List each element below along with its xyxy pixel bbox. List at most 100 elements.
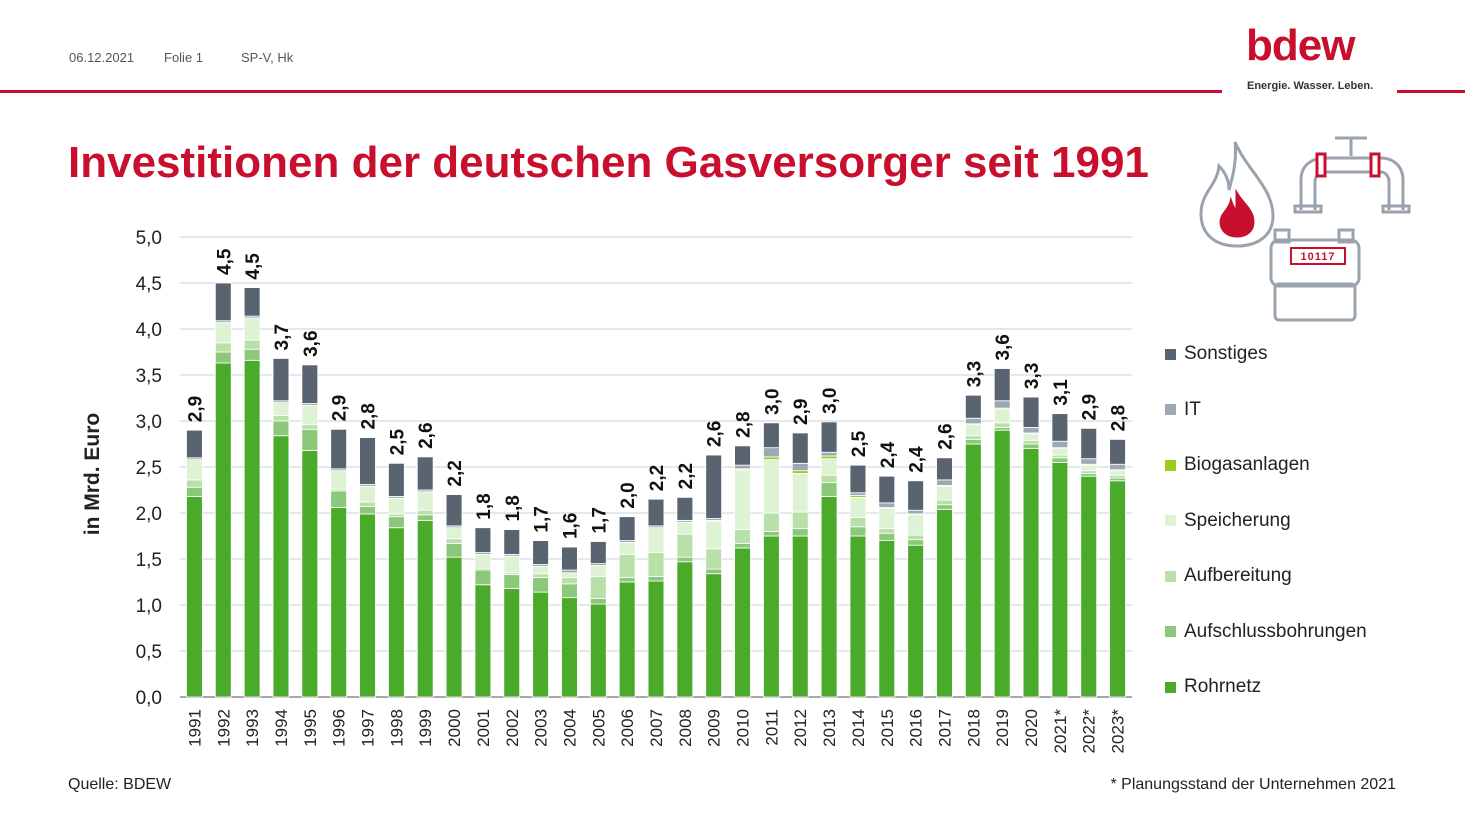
legend-label: Aufbereitung (1184, 565, 1292, 586)
bar-segment (936, 485, 953, 501)
x-tick-label: 2023* (1109, 709, 1128, 754)
total-label: 1,7 (532, 506, 553, 532)
bdew-logo[interactable]: bdew (1246, 21, 1355, 70)
bar-segment (474, 527, 492, 553)
x-tick-label: 2006 (618, 709, 637, 747)
legend-item: Aufbereitung (1165, 562, 1292, 590)
legend-label: Speicherung (1184, 509, 1291, 531)
bar-segment (676, 533, 694, 558)
bar-segment (791, 511, 809, 530)
y-tick-label: 4,5 (136, 274, 162, 295)
flame-icon (1199, 141, 1275, 248)
bar-segment (1109, 480, 1126, 698)
bar-segment (676, 521, 694, 535)
bar-segment (907, 539, 924, 546)
x-tick-label: 2010 (734, 709, 753, 747)
total-label: 1,7 (589, 507, 610, 533)
header-author: SP-V, Hk (241, 50, 294, 65)
bar-segment (763, 512, 780, 532)
bar-segment (445, 494, 463, 527)
meter-reading: 10117 (1301, 251, 1336, 263)
x-tick-label: 1995 (301, 709, 320, 747)
bar-segment (589, 541, 607, 565)
bar-segment (965, 438, 982, 445)
y-tick-label: 2,0 (136, 504, 162, 525)
bar-segment (763, 456, 780, 461)
bar-segment (734, 469, 751, 530)
total-label: 2,9 (330, 395, 351, 421)
bar-segment (993, 422, 1011, 428)
bar-segment (936, 508, 953, 698)
bar-segment (1022, 448, 1040, 698)
bar-segment (503, 529, 521, 555)
x-tick-label: 2007 (647, 709, 666, 747)
bar-segment (791, 473, 809, 513)
bar-segment (301, 450, 319, 698)
bar-segment (214, 322, 232, 344)
bar-segment (647, 580, 665, 698)
bar-segment (618, 516, 636, 541)
bar-segment (965, 435, 982, 440)
total-label: 2,5 (387, 428, 408, 455)
total-label: 2,6 (935, 423, 956, 449)
x-tick-label: 2018 (964, 709, 983, 747)
total-label: 2,9 (791, 399, 812, 425)
bar-segment (330, 470, 348, 490)
header-rule-right (1397, 90, 1465, 93)
bar-segment (936, 479, 953, 486)
bar-segment (532, 540, 549, 565)
bar-segment (503, 574, 521, 589)
logo-tagline: Energie. Wasser. Leben. (1247, 80, 1374, 92)
bar-segment (589, 598, 607, 605)
bar-segment (359, 485, 376, 503)
bar-segment (878, 507, 896, 530)
y-tick-label: 5,0 (136, 228, 162, 249)
bar-segment (1051, 440, 1069, 449)
bar-segment (676, 496, 694, 521)
bar-segment (214, 282, 232, 322)
total-label: 2,9 (1080, 394, 1101, 420)
bar-segment (705, 568, 723, 575)
total-label: 4,5 (243, 253, 264, 280)
total-label: 3,7 (272, 324, 293, 350)
bar-segment (878, 528, 896, 534)
bar-segment (907, 480, 924, 511)
legend-item: Sonstiges (1165, 340, 1267, 368)
total-label: 3,6 (993, 334, 1014, 360)
legend-label: Aufschlussbohrungen (1184, 620, 1367, 642)
bar-segment (878, 475, 896, 504)
bar-segment (388, 516, 405, 529)
y-tick-label: 1,5 (136, 550, 162, 571)
bar-segment (618, 581, 636, 698)
bar-segment (878, 540, 896, 698)
bar-segment (618, 542, 636, 555)
x-tick-label: 2002 (503, 709, 522, 747)
x-tick-label: 1993 (243, 709, 262, 747)
source-note: Quelle: BDEW (68, 776, 172, 793)
bar-segment (763, 422, 780, 449)
bar-segment (965, 443, 982, 698)
bar-segment (734, 547, 751, 698)
bar-segment (532, 565, 549, 575)
bar-segment (301, 428, 319, 451)
bar-segment (359, 513, 376, 698)
bar-segment (359, 437, 376, 485)
pipe-icon (1293, 136, 1411, 214)
bar-segment (820, 421, 838, 453)
x-tick-label: 1998 (387, 709, 406, 747)
x-tick-label: 2016 (907, 709, 926, 747)
page-title: Investitionen der deutschen Gasversorger… (68, 138, 1149, 187)
bar-segment (243, 287, 261, 317)
bar-segment (791, 535, 809, 698)
bar-segment (359, 501, 376, 507)
y-tick-label: 3,5 (136, 366, 162, 387)
bar-segment (1080, 464, 1098, 472)
bar-segment (214, 342, 232, 353)
bar-segment (445, 527, 463, 540)
total-label: 1,6 (560, 513, 581, 539)
bar-segment (820, 482, 838, 497)
legend-label: Sonstiges (1184, 343, 1268, 364)
bar-segment (849, 517, 867, 528)
total-label: 3,3 (1022, 363, 1043, 389)
bar-segment (388, 527, 405, 698)
